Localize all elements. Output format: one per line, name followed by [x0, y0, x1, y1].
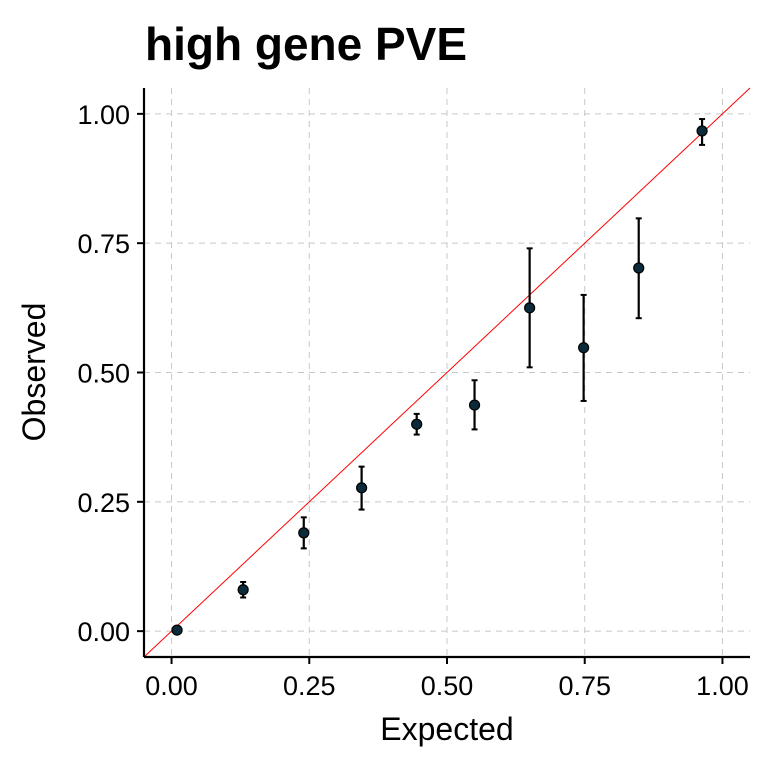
x-tick-label: 1.00 — [696, 671, 749, 701]
y-axis-label: Observed — [16, 303, 52, 442]
y-tick-label: 0.50 — [77, 359, 130, 389]
data-point — [524, 302, 536, 314]
data-point — [578, 342, 590, 354]
y-tick-label: 0.75 — [77, 229, 130, 259]
data-point — [237, 584, 249, 596]
x-tick-label: 0.50 — [421, 671, 474, 701]
grid-lines — [144, 88, 750, 657]
y-tick-label: 0.00 — [77, 617, 130, 647]
x-tick-label: 0.25 — [283, 671, 336, 701]
reference-line — [143, 87, 751, 658]
x-tick-label: 0.75 — [558, 671, 611, 701]
x-tick-label: 0.00 — [145, 671, 198, 701]
data-point — [298, 527, 310, 539]
axes: 0.00 0.25 0.50 0.75 1.00 0.00 0.25 0.50 0.75 1.00 — [77, 88, 750, 701]
data-point — [171, 624, 183, 636]
data-point — [411, 418, 423, 430]
x-axis-label: Expected — [380, 711, 513, 747]
data-point — [468, 399, 481, 411]
data-points — [171, 125, 708, 636]
data-point — [696, 125, 708, 137]
data-point — [633, 262, 645, 274]
y-tick-label: 1.00 — [77, 100, 130, 130]
reference-line-group — [143, 87, 751, 658]
chart-title: high gene PVE — [145, 18, 467, 70]
y-tick-label: 0.25 — [77, 488, 130, 518]
data-point — [356, 482, 368, 494]
